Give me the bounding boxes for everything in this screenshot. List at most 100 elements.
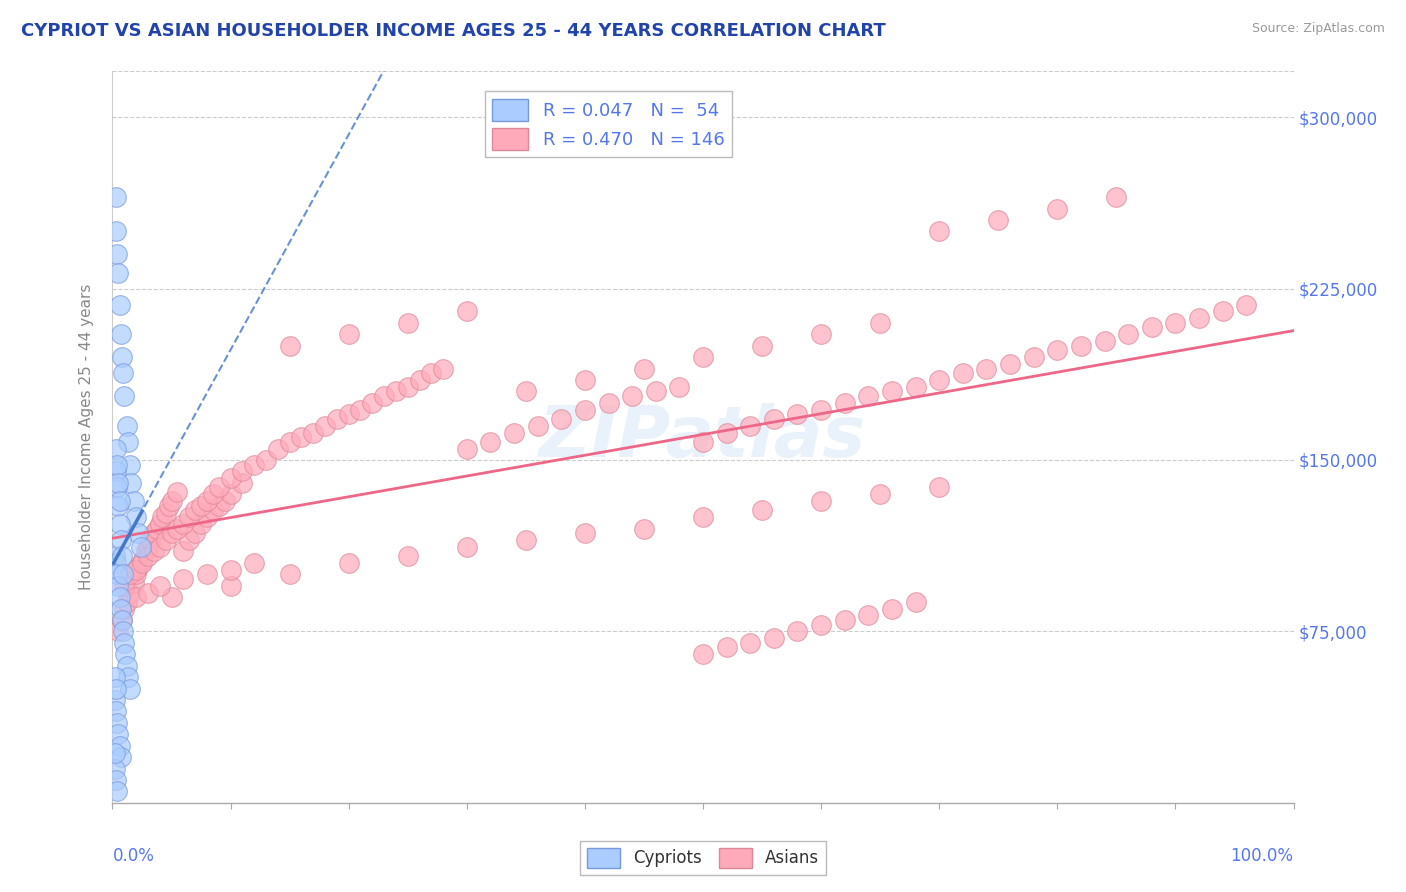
Point — [456, 304, 478, 318]
Point — [135, 544, 157, 558]
Point — [166, 484, 188, 499]
Point — [515, 533, 537, 547]
Point — [160, 590, 183, 604]
Point — [105, 567, 128, 582]
Point — [928, 480, 950, 494]
Point — [105, 556, 128, 570]
Point — [208, 499, 231, 513]
Point — [302, 425, 325, 440]
Point — [1116, 327, 1139, 342]
Point — [396, 549, 419, 563]
Point — [195, 510, 218, 524]
Point — [716, 425, 738, 440]
Point — [834, 396, 856, 410]
Point — [952, 366, 974, 380]
Point — [834, 613, 856, 627]
Text: 100.0%: 100.0% — [1230, 847, 1294, 864]
Point — [243, 556, 266, 570]
Point — [111, 549, 134, 563]
Point — [195, 567, 218, 582]
Point — [1046, 202, 1069, 216]
Point — [117, 670, 139, 684]
Point — [110, 327, 132, 342]
Point — [762, 632, 785, 646]
Point — [112, 624, 135, 639]
Point — [149, 516, 172, 531]
Point — [149, 540, 172, 554]
Point — [120, 458, 142, 472]
Point — [928, 373, 950, 387]
Point — [976, 361, 998, 376]
Point — [1212, 304, 1234, 318]
Point — [136, 585, 159, 599]
Text: Source: ZipAtlas.com: Source: ZipAtlas.com — [1251, 22, 1385, 36]
Point — [108, 590, 131, 604]
Point — [208, 480, 231, 494]
Point — [880, 601, 903, 615]
Point — [166, 521, 188, 535]
Point — [361, 396, 384, 410]
Point — [122, 494, 145, 508]
Point — [142, 544, 165, 558]
Point — [219, 487, 242, 501]
Point — [131, 556, 153, 570]
Point — [139, 533, 162, 547]
Point — [125, 590, 148, 604]
Point — [149, 579, 172, 593]
Point — [114, 647, 136, 661]
Point — [337, 407, 360, 421]
Point — [858, 608, 880, 623]
Point — [254, 453, 277, 467]
Point — [108, 494, 131, 508]
Point — [326, 411, 349, 425]
Point — [107, 727, 129, 741]
Point — [120, 585, 142, 599]
Point — [107, 499, 129, 513]
Point — [108, 516, 131, 531]
Point — [762, 411, 785, 425]
Point — [107, 266, 129, 280]
Point — [111, 613, 134, 627]
Point — [201, 487, 224, 501]
Point — [184, 526, 207, 541]
Point — [108, 739, 131, 753]
Point — [786, 407, 808, 421]
Point — [110, 750, 132, 764]
Point — [598, 396, 620, 410]
Point — [155, 533, 177, 547]
Legend: Cypriots, Asians: Cypriots, Asians — [579, 841, 827, 875]
Point — [179, 510, 201, 524]
Point — [869, 316, 891, 330]
Point — [105, 784, 128, 798]
Point — [214, 494, 236, 508]
Point — [456, 540, 478, 554]
Point — [160, 494, 183, 508]
Point — [633, 361, 655, 376]
Point — [1046, 343, 1069, 358]
Point — [136, 540, 159, 554]
Point — [998, 357, 1021, 371]
Point — [115, 418, 138, 433]
Point — [111, 350, 134, 364]
Point — [190, 499, 212, 513]
Point — [692, 647, 714, 661]
Text: ZIPatlas: ZIPatlas — [540, 402, 866, 472]
Point — [112, 567, 135, 582]
Point — [278, 434, 301, 449]
Point — [1022, 350, 1045, 364]
Point — [110, 601, 132, 615]
Point — [349, 402, 371, 417]
Point — [740, 418, 762, 433]
Point — [479, 434, 502, 449]
Point — [574, 373, 596, 387]
Point — [1140, 320, 1163, 334]
Point — [117, 434, 139, 449]
Point — [104, 549, 127, 563]
Point — [1105, 190, 1128, 204]
Point — [716, 640, 738, 655]
Point — [105, 442, 128, 456]
Point — [740, 636, 762, 650]
Point — [278, 567, 301, 582]
Point — [219, 471, 242, 485]
Point — [515, 384, 537, 399]
